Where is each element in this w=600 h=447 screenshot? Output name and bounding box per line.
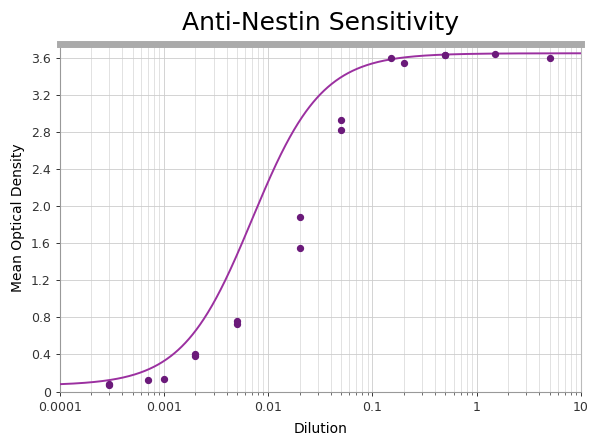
Point (143, 377, 152, 384)
Point (295, 245, 304, 252)
Point (232, 320, 242, 328)
Point (191, 351, 200, 358)
X-axis label: Dilution: Dilution (293, 422, 347, 436)
Point (336, 116, 346, 123)
Point (336, 127, 346, 134)
Point (440, 51, 450, 59)
Point (232, 317, 242, 325)
Point (295, 214, 304, 221)
Point (399, 59, 409, 66)
Y-axis label: Mean Optical Density: Mean Optical Density (11, 143, 25, 292)
Point (191, 353, 200, 360)
Point (159, 375, 169, 382)
Title: Anti-Nestin Sensitivity: Anti-Nestin Sensitivity (182, 11, 459, 35)
Point (490, 51, 500, 58)
Point (440, 51, 450, 59)
Point (104, 381, 114, 388)
Point (104, 380, 114, 388)
Point (545, 55, 554, 62)
Point (386, 55, 395, 62)
